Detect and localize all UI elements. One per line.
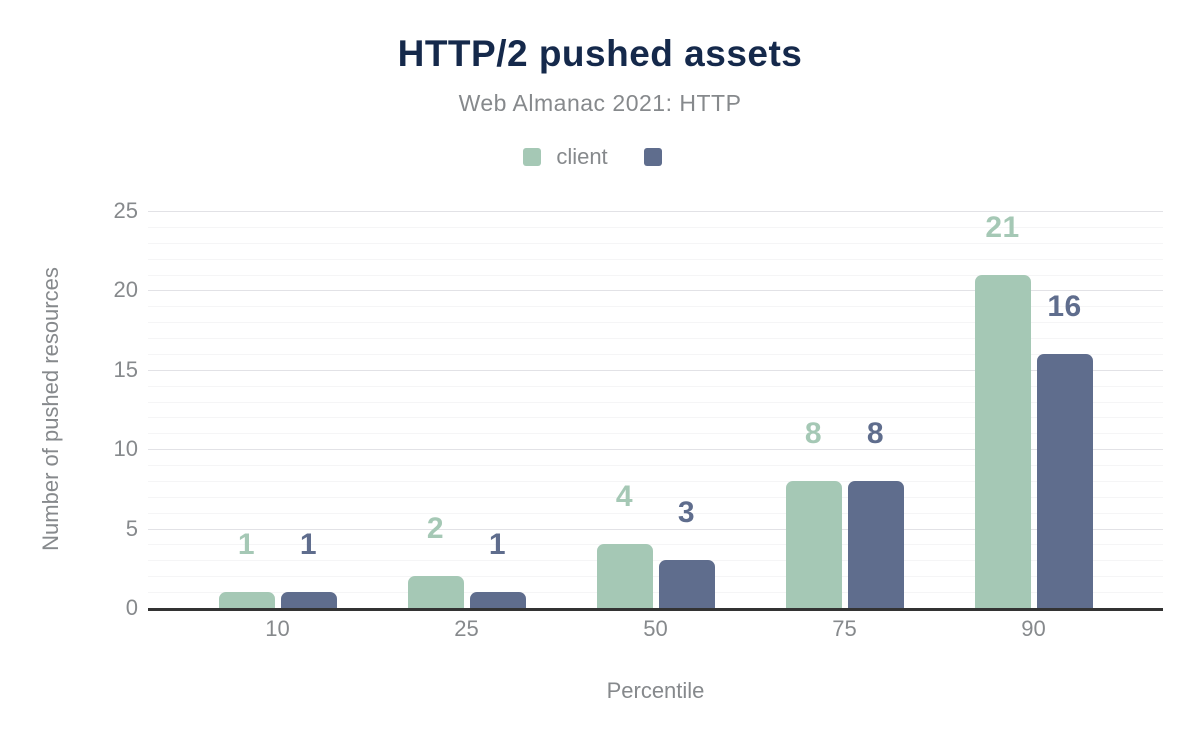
y-axis-title: Number of pushed resources: [38, 267, 63, 551]
gridline: [148, 226, 1163, 228]
x-tick-label: 50: [643, 616, 668, 641]
x-tick-label: 10: [265, 616, 290, 641]
gridline: [148, 560, 1163, 562]
x-tick-label: 25: [454, 616, 479, 641]
gridline: [148, 465, 1163, 467]
bar-value-label: 16: [1047, 289, 1082, 323]
bar-value-label: 4: [615, 480, 634, 514]
bar-client-p75[interactable]: [785, 480, 842, 608]
bar-client-p90[interactable]: [974, 274, 1031, 608]
gridline: [148, 544, 1163, 546]
gridline: [148, 480, 1163, 482]
gridline: [148, 496, 1163, 498]
bar-series2-p50[interactable]: [658, 560, 715, 608]
gridline: [148, 353, 1163, 355]
x-axis-title: Percentile: [606, 678, 705, 703]
gridline: [148, 290, 1163, 292]
gridline: [148, 211, 1163, 212]
chart-title: HTTP/2 pushed assets: [397, 33, 803, 74]
gridline: [148, 528, 1163, 530]
gridline: [148, 592, 1163, 594]
gridline: [148, 338, 1163, 340]
gridline: [148, 274, 1163, 276]
gridline: [148, 385, 1163, 387]
bar-value-label: 8: [866, 416, 885, 450]
legend-swatch: [523, 148, 542, 166]
gridline: [148, 449, 1163, 451]
y-tick-label: 5: [125, 515, 138, 541]
legend: client: [0, 144, 1200, 170]
gridline: [148, 242, 1163, 244]
chart-subtitle: Web Almanac 2021: HTTP: [458, 90, 742, 116]
bar-value-label: 3: [677, 496, 696, 530]
legend-item-label: client: [556, 144, 608, 169]
gridline: [148, 433, 1163, 435]
gridline: [148, 369, 1163, 371]
y-tick-label: 20: [113, 277, 138, 303]
legend-item-series2[interactable]: [643, 148, 677, 166]
bar-series2-p75[interactable]: [847, 480, 904, 608]
gridline: [148, 401, 1163, 403]
x-axis-line: [148, 608, 1163, 611]
gridline: [148, 576, 1163, 578]
bar-value-label: 1: [299, 528, 318, 562]
bar-series2-p25[interactable]: [469, 592, 526, 608]
x-tick-label: 90: [1021, 616, 1046, 641]
bar-value-label: 1: [488, 528, 507, 562]
gridline: [148, 322, 1163, 324]
legend-swatch: [643, 148, 662, 166]
gridline: [148, 512, 1163, 514]
y-tick-label: 15: [113, 356, 138, 382]
bar-client-p10[interactable]: [218, 592, 275, 608]
bar-value-label: 21: [985, 210, 1020, 244]
bar-client-p50[interactable]: [596, 544, 653, 608]
bar-series2-p10[interactable]: [280, 592, 337, 608]
bar-value-label: 2: [426, 512, 445, 546]
gridline: [148, 417, 1163, 419]
bar-value-label: 8: [804, 416, 823, 450]
gridline: [148, 306, 1163, 308]
bar-value-label: 1: [237, 528, 256, 562]
y-tick-label: 0: [125, 595, 138, 620]
bar-client-p25[interactable]: [407, 576, 464, 608]
gridline: [148, 258, 1163, 260]
bar-series2-p90[interactable]: [1036, 353, 1093, 608]
y-tick-label: 25: [113, 198, 138, 223]
x-tick-label: 75: [832, 616, 857, 641]
y-tick-label: 10: [113, 436, 138, 462]
legend-item-client[interactable]: client: [523, 144, 608, 170]
